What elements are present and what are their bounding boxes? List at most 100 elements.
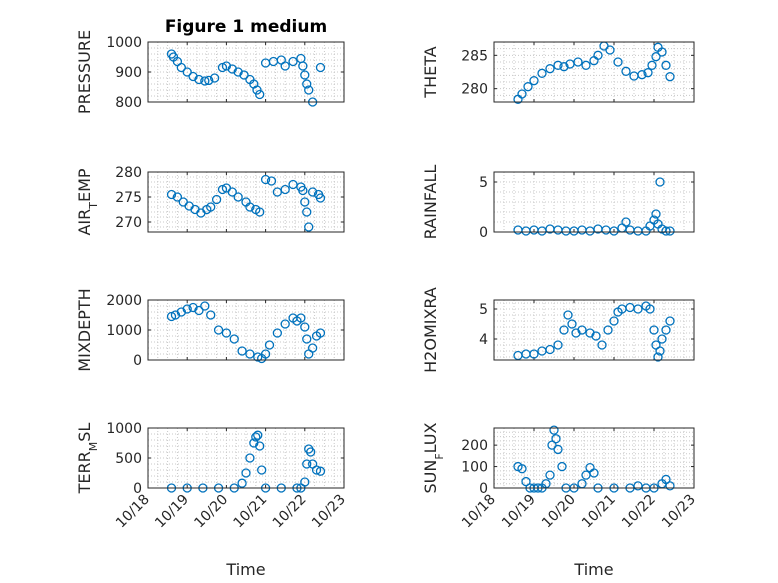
x-axis-label: Time <box>573 560 613 579</box>
x-tick-label: 10/22 <box>619 492 659 532</box>
data-point <box>237 346 247 356</box>
y-axis-label-1: PRESSURE <box>75 30 94 114</box>
data-point <box>621 217 631 227</box>
data-point <box>209 73 220 83</box>
data-point <box>553 340 563 350</box>
x-tick-label: 10/18 <box>113 492 153 532</box>
axes-frame <box>147 41 345 103</box>
data-point <box>304 222 314 232</box>
subplot-1: 800 900 1000 PRESSURE Figure 1 medium <box>75 17 345 114</box>
data-point <box>280 319 290 329</box>
data-point <box>315 62 326 73</box>
subplot-2: 280 285 THETA <box>421 41 695 104</box>
y-tick-label: 100 <box>461 460 488 476</box>
y-tick-label: 5 <box>479 175 488 191</box>
y-tick-label: 2000 <box>106 293 142 309</box>
x-tick-label: 10/23 <box>659 492 699 532</box>
data-point <box>605 45 615 55</box>
data-point <box>300 197 310 207</box>
data-point <box>302 79 312 89</box>
data-point <box>166 189 177 200</box>
data-point <box>272 328 283 338</box>
data-point <box>517 464 527 474</box>
y-tick-label: 500 <box>115 451 142 467</box>
y-tick-label: 285 <box>461 48 488 64</box>
y-tick-label: 4 <box>479 332 488 348</box>
y-axis-label-4: RAINFALL <box>421 165 440 240</box>
data-point <box>315 193 326 203</box>
data-point <box>559 325 569 335</box>
y-tick-label: 1000 <box>106 323 142 339</box>
data-point <box>194 305 204 316</box>
data-point <box>649 325 659 335</box>
data-point <box>257 465 267 475</box>
data-point <box>264 340 275 350</box>
data-point <box>665 226 675 236</box>
data-point <box>200 301 210 311</box>
data-point <box>302 207 312 217</box>
data-point <box>255 89 265 100</box>
x-tick-label: 10/19 <box>499 492 539 532</box>
y-axis-label-5: MIXDEPTH <box>75 288 94 371</box>
data-point <box>302 459 312 469</box>
subplot-4: 0 5 RAINFALL <box>421 165 695 241</box>
data-point <box>665 481 675 491</box>
y-tick-label: 200 <box>461 438 488 454</box>
data-point <box>296 313 306 323</box>
data-point <box>211 194 222 205</box>
data-point <box>315 466 326 476</box>
data-point <box>239 70 249 80</box>
data-point <box>661 474 671 485</box>
data-point <box>609 226 619 236</box>
data-point <box>551 434 561 444</box>
data-point <box>553 444 563 455</box>
data-point <box>545 470 555 480</box>
x-tick-label: 10/20 <box>191 492 231 532</box>
y-tick-label: 5 <box>479 302 488 318</box>
data-point <box>237 478 247 488</box>
axes-frame <box>493 427 695 489</box>
data-point <box>251 432 261 442</box>
y-axis-label-2: THETA <box>421 46 440 98</box>
y-tick-label: 1000 <box>106 421 142 437</box>
data-point <box>613 57 623 67</box>
data-point <box>545 64 555 74</box>
data-point <box>523 82 533 92</box>
data-point <box>529 349 539 359</box>
data-point <box>298 185 308 196</box>
data-point <box>643 68 653 78</box>
axes-frame <box>147 427 345 489</box>
data-point <box>529 76 539 86</box>
y-axis-label-6: H2OMIXRA <box>421 287 440 373</box>
data-point <box>577 325 587 335</box>
data-point <box>591 331 601 341</box>
x-tick-label: 10/23 <box>309 492 349 532</box>
data-point <box>255 207 265 217</box>
data-point <box>182 304 192 314</box>
data-point <box>553 60 563 70</box>
x-tick-label: 10/21 <box>579 492 619 532</box>
x-axis-label: Time <box>225 560 265 579</box>
y-tick-label: 270 <box>115 215 142 231</box>
data-point <box>557 461 567 472</box>
data-point <box>221 328 232 338</box>
data-point <box>245 453 255 463</box>
data-point <box>545 344 555 355</box>
y-tick-label: 280 <box>461 82 488 98</box>
data-point <box>176 62 186 73</box>
data-point <box>266 176 277 186</box>
data-point <box>593 50 603 60</box>
data-point <box>665 316 675 326</box>
data-point <box>651 209 661 219</box>
data-point <box>661 60 671 70</box>
data-point <box>172 192 183 202</box>
data-point <box>657 334 667 344</box>
data-point <box>288 56 298 67</box>
data-point <box>241 468 251 478</box>
data-point <box>253 430 263 440</box>
axes-frame <box>493 299 695 361</box>
axes-frame <box>147 171 345 233</box>
data-point <box>306 447 316 457</box>
y-tick-label: 0 <box>133 481 142 497</box>
